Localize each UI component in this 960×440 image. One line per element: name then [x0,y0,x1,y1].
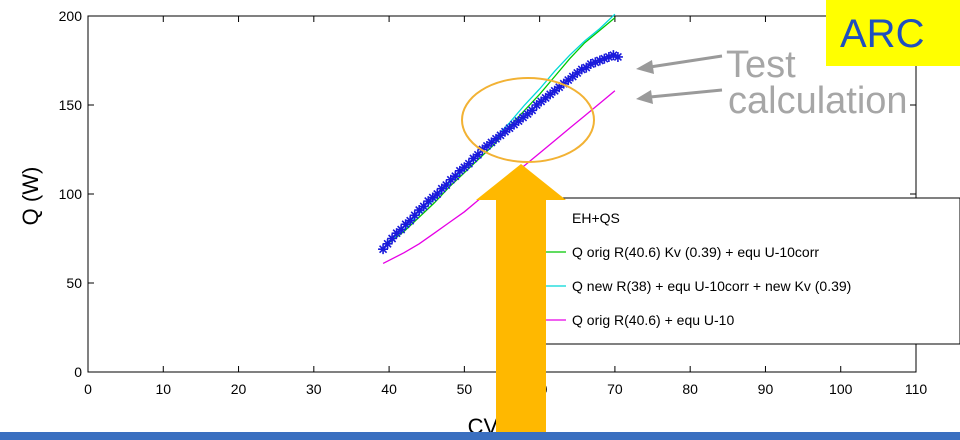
x-tick-label: 10 [155,381,171,397]
legend-item: Q new R(38) + equ U-10corr + new Kv (0.3… [528,278,851,294]
series-0 [378,50,623,255]
data-point [459,162,470,173]
data-point [572,67,583,78]
data-point [585,59,596,70]
test-arrow [636,54,723,74]
data-point [463,158,474,169]
data-point [486,137,497,148]
data-point [545,89,556,100]
data-point [540,92,551,103]
data-point [409,210,420,221]
legend-label: EH+QS [572,210,620,226]
x-tick-label: 30 [306,381,322,397]
data-point [531,100,542,110]
data-point [481,140,492,151]
data-point [400,219,411,230]
data-point [432,189,443,199]
data-point [509,119,520,130]
data-point [396,224,407,235]
y-tick-label: 0 [74,364,82,380]
arc-highlight-box [826,0,960,66]
legend-label: Q orig R(40.6) Kv (0.39) + equ U-10corr [572,244,819,260]
data-point [563,75,574,86]
data-point [378,244,389,255]
series-layer [378,13,623,264]
data-point [441,180,452,191]
orange-up-arrow [476,164,566,440]
calculation-arrow [636,88,723,104]
data-point [454,165,465,176]
data-point [522,108,533,119]
data-point [612,51,623,62]
legend-label: Q orig R(40.6) + equ U-10 [572,312,734,328]
y-tick-label: 150 [59,97,83,113]
arc-label: ARC [840,12,924,56]
legend: EH+QS Q orig R(40.6) Kv (0.39) + equ U-10… [521,197,960,345]
data-point [391,228,402,239]
y-tick-label: 50 [66,275,82,291]
data-point [608,50,619,61]
data-point [576,64,587,75]
calculation-label: calculation [728,80,908,122]
data-point [495,130,506,141]
y-tick-label: 100 [59,186,83,202]
data-point [472,149,483,160]
data-point [549,85,560,96]
x-tick-label: 70 [607,381,623,397]
data-point [387,233,398,244]
slide-bottom-bar [0,432,960,440]
legend-item: Q orig R(40.6) Kv (0.39) + equ U-10corr [528,244,819,260]
data-point [450,171,461,182]
data-point [427,192,438,203]
highlight-ellipse [461,77,595,163]
data-point [590,57,601,68]
data-point [445,174,456,185]
data-point [382,238,393,249]
x-tick-label: 90 [758,381,774,397]
data-point [603,51,614,62]
data-point [418,201,429,212]
x-tick-label: 0 [84,381,92,397]
data-point [414,205,425,216]
data-point [490,133,501,144]
legend-label: Q new R(38) + equ U-10corr + new Kv (0.3… [572,278,851,294]
data-point [423,196,434,207]
x-tick-label: 110 [905,381,928,397]
data-point [504,123,515,134]
data-point [468,153,479,164]
x-tick-label: 50 [457,381,473,397]
y-axis-title: Q (W) [18,167,43,226]
data-point [518,112,529,123]
data-point [567,71,578,82]
data-point [527,105,538,116]
y-axis: 0 50 100 150 200 [59,8,916,380]
data-point [513,116,524,127]
x-tick-label: 40 [381,381,397,397]
data-point [405,215,416,226]
data-point [554,82,565,93]
data-point [599,53,610,64]
data-point [581,62,592,73]
data-point [436,183,447,194]
x-tick-label: 100 [829,381,853,397]
data-point [594,55,605,66]
y-tick-label: 200 [59,8,83,24]
data-point [500,126,511,137]
x-tick-label: 20 [231,381,247,397]
test-label: Test [726,44,796,86]
data-point [536,96,547,107]
x-tick-label: 80 [682,381,698,397]
